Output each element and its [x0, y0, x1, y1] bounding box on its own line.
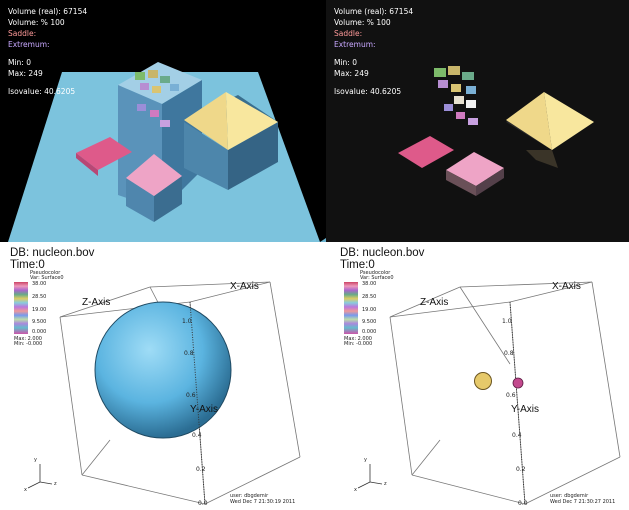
legend-value-3: 19.00: [362, 307, 377, 313]
triad-y: y: [364, 457, 367, 463]
db-title: DB: nucleon.bov: [10, 247, 95, 259]
triad-x: x: [354, 487, 357, 493]
tick-1-0: 1.0: [502, 318, 512, 325]
pink-diamond: [446, 152, 504, 186]
z-axis-label: Z-Axis: [420, 297, 449, 308]
tick-1-0: 1.0: [182, 318, 192, 325]
time-title: Time:0: [10, 259, 45, 271]
legend-value-2: 28.50: [32, 294, 47, 300]
date-label: Wed Dec 7 21:30:27 2011: [550, 499, 616, 505]
axis-triad: [357, 464, 383, 489]
top-left-render-panel[interactable]: Volume (real): 67154 Volume: % 100 Saddl…: [0, 0, 326, 242]
volume-pct-label: Volume: % 100: [8, 18, 65, 27]
legend-max-value: 38.00: [32, 281, 47, 287]
triad-z: z: [384, 481, 387, 487]
legend-max: Max: 2.000: [344, 336, 372, 342]
x-axis-label: X-Axis: [552, 281, 581, 292]
pink-diamond: [126, 154, 182, 196]
legend-colorbar: [344, 282, 358, 334]
bottom-left-visit-panel[interactable]: DB: nucleon.bov Time:0 Pseudocolor Var: …: [0, 242, 318, 510]
volume-real-label: Volume (real): 67154: [8, 7, 88, 16]
tick-0-6: 0.6: [506, 392, 516, 399]
x-axis-label: X-Axis: [230, 281, 259, 292]
tick-0-4: 0.4: [512, 432, 522, 439]
legend-colorbar: [14, 282, 28, 334]
bottom-right-box-plot: [357, 281, 621, 505]
time-title: Time:0: [340, 259, 375, 271]
user-label: user: dbgdemir: [550, 493, 589, 499]
legend-var: Var: Surface0: [360, 275, 394, 281]
tick-0-2: 0.2: [516, 466, 526, 473]
legend-min: Min: -0.000: [344, 341, 373, 347]
max-label: Max: 249: [8, 69, 43, 78]
legend-value-4: 9.500: [362, 319, 377, 325]
max-label: Max: 249: [334, 69, 369, 78]
pink-blob: [512, 377, 524, 389]
user-label: user: dbgdemir: [230, 493, 269, 499]
legend-max: Max: 2.000: [14, 336, 42, 342]
axis-triad: [27, 464, 53, 489]
triad-y: y: [34, 457, 37, 463]
saddle-label: Saddle:: [334, 29, 363, 38]
tick-0-8: 0.8: [184, 350, 194, 357]
date-label: Wed Dec 7 21:30:19 2011: [230, 499, 296, 505]
tick-0-2: 0.2: [196, 466, 206, 473]
isosurface-sphere: [94, 301, 232, 439]
min-label: Min: 0: [8, 58, 31, 67]
min-label: Min: 0: [334, 58, 357, 67]
tick-0-4: 0.4: [192, 432, 202, 439]
legend-max-value: 38.00: [362, 281, 377, 287]
legend-title: Pseudocolor: [30, 270, 61, 276]
extremum-label: Extremum:: [334, 40, 376, 49]
triad-x: x: [24, 487, 27, 493]
extremum-label: Extremum:: [8, 40, 50, 49]
isovalue-label: Isovalue: 40.6205: [8, 87, 76, 96]
legend-min-value: 0.000: [32, 329, 47, 335]
volume-real-label: Volume (real): 67154: [334, 7, 414, 16]
legend-var: Var: Surface0: [30, 275, 64, 281]
yellow-pyramid: [506, 92, 552, 150]
legend-min-value: 0.000: [362, 329, 377, 335]
red-diamond: [76, 137, 132, 170]
volume-pct-label: Volume: % 100: [334, 18, 391, 27]
tick-0-6: 0.6: [186, 392, 196, 399]
isovalue-label: Isovalue: 40.6205: [334, 87, 402, 96]
top-right-scene: [326, 0, 629, 242]
legend-value-2: 28.50: [362, 294, 377, 300]
legend-title: Pseudocolor: [360, 270, 391, 276]
y-axis-label: Y-Axis: [511, 404, 539, 415]
yellow-pyramid: [184, 92, 228, 150]
legend-min: Min: -0.000: [14, 341, 43, 347]
db-title: DB: nucleon.bov: [340, 247, 425, 259]
top-left-scene: [8, 62, 326, 242]
legend-value-3: 19.00: [32, 307, 47, 313]
tick-0-0: 0.0: [518, 500, 528, 507]
top-left-stats: Volume (real): 67154 Volume: % 100 Saddl…: [8, 6, 87, 97]
tick-0-0: 0.0: [198, 500, 208, 507]
legend-value-4: 9.500: [32, 319, 47, 325]
y-axis-label: Y-Axis: [190, 404, 218, 415]
tick-0-8: 0.8: [504, 350, 514, 357]
bottom-left-box-plot: [27, 281, 301, 505]
yellow-blob: [474, 372, 492, 390]
top-right-stats: Volume (real): 67154 Volume: % 100 Saddl…: [334, 6, 413, 97]
bottom-right-visit-panel[interactable]: DB: nucleon.bov Time:0 Pseudocolor Var: …: [330, 242, 629, 510]
saddle-label: Saddle:: [8, 29, 37, 38]
z-axis-label: Z-Axis: [82, 297, 111, 308]
top-right-render-panel[interactable]: Volume (real): 67154 Volume: % 100 Saddl…: [326, 0, 629, 242]
red-diamond: [398, 136, 454, 168]
triad-z: z: [54, 481, 57, 487]
